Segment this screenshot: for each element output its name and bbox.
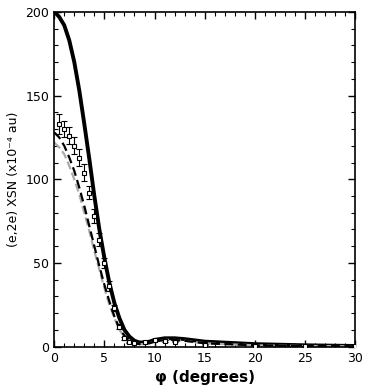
X-axis label: φ (degrees): φ (degrees) bbox=[155, 370, 255, 385]
Y-axis label: (e,2e) XSN (x10⁻⁴ au): (e,2e) XSN (x10⁻⁴ au) bbox=[7, 112, 20, 247]
